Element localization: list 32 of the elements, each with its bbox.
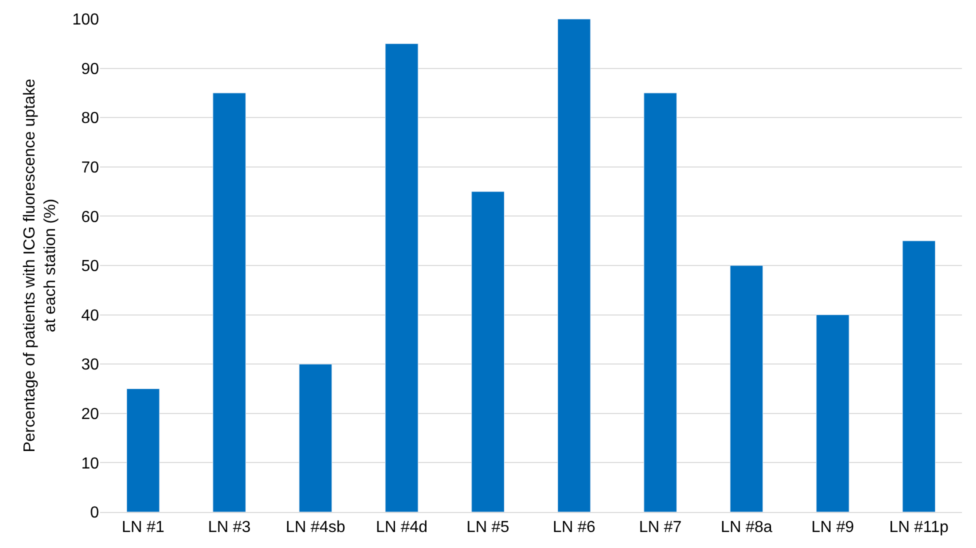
- y-axis-title: Percentage of patients with ICG fluorescence uptake at each station (%): [21, 78, 60, 452]
- y-tick-label: 30: [81, 356, 100, 374]
- bar: [730, 265, 764, 512]
- bar: [902, 240, 936, 512]
- bar: [212, 92, 246, 512]
- bar: [385, 43, 418, 512]
- x-tick-label: LN #6: [552, 519, 596, 536]
- x-tick-label: LN #9: [811, 519, 854, 536]
- y-tick-label: 40: [81, 307, 100, 324]
- x-tick-label: LN #4sb: [286, 519, 346, 536]
- y-tick-label: 10: [81, 455, 100, 472]
- bar: [557, 19, 591, 512]
- x-tick-label: LN #4d: [376, 519, 428, 536]
- bar: [126, 388, 160, 512]
- y-tick-label: 80: [81, 110, 100, 128]
- y-tick-label: 90: [81, 60, 100, 78]
- y-tick-label: 0: [90, 504, 100, 522]
- y-tick-label: 50: [81, 258, 100, 276]
- y-tick-label: 70: [81, 160, 100, 176]
- x-tick-label: LN #5: [466, 519, 510, 536]
- x-tick-label: LN #7: [638, 519, 682, 536]
- bar: [816, 314, 850, 512]
- x-tick-label: LN #1: [122, 519, 165, 536]
- x-tick-label: LN #3: [208, 519, 251, 536]
- x-tick-label: LN #11p: [889, 519, 949, 536]
- bar: [644, 92, 677, 512]
- bar: [298, 364, 332, 512]
- y-tick-label: 60: [81, 208, 100, 226]
- y-tick-label: 100: [72, 12, 100, 29]
- bar: [471, 191, 505, 512]
- x-tick-label: LN #8a: [720, 519, 772, 536]
- y-tick-label: 20: [81, 406, 100, 423]
